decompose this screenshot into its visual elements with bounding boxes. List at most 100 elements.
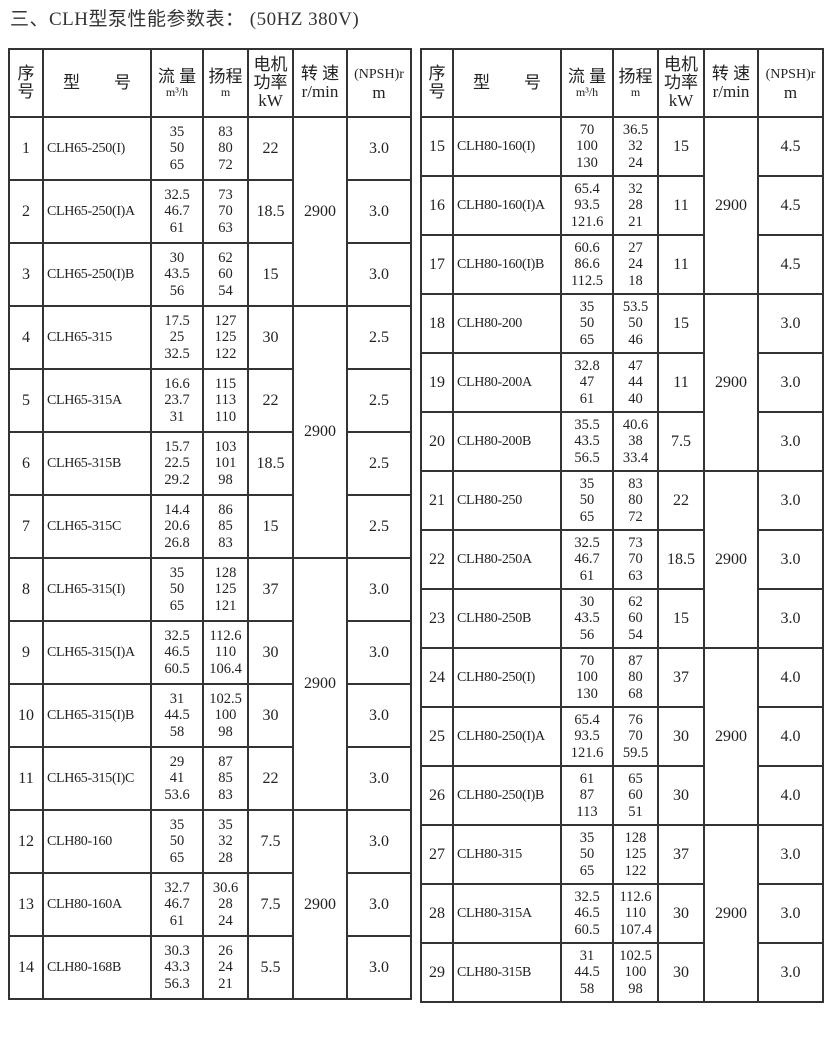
header-no: 序号 xyxy=(8,48,44,118)
cell-value: 22.5 xyxy=(164,455,190,472)
flow-values: 61 87 113 xyxy=(560,765,614,826)
flow-values: 60.6 86.6 112.5 xyxy=(560,234,614,295)
cell-value: 35 xyxy=(169,816,185,833)
cell-value: 29 xyxy=(169,753,185,770)
header-power: 电机 功率 kW xyxy=(657,48,705,118)
motor-power: 15 xyxy=(247,242,294,307)
flow-values: 35 50 65 xyxy=(560,470,614,531)
model-name: CLH80-315 xyxy=(452,824,562,885)
cell-value: 98 xyxy=(218,471,233,488)
npsh-value: 3.0 xyxy=(346,746,412,811)
header-speed-label: 转 速 xyxy=(711,64,751,83)
table-row: 16 CLH80-160(I)A 65.4 93.5 121.6 32 28 21 11 4.5 xyxy=(420,175,824,236)
cell-value: 43.5 xyxy=(164,266,190,283)
cell-value: 54 xyxy=(218,282,233,299)
cell-value: 序 xyxy=(17,64,35,83)
pump-table-left: 序号型 号流 量 m³/h 扬程 m 电机 功率 kW 转 速 r/min (NPSH)r m 1 CL… xyxy=(8,48,412,1000)
row-number: 19 xyxy=(420,352,454,413)
motor-power: 7.5 xyxy=(247,809,294,874)
npsh-value: 4.0 xyxy=(757,765,824,826)
header-head: 扬程 m xyxy=(202,48,249,118)
cell-value: 26.8 xyxy=(164,534,190,551)
cell-value: 98 xyxy=(628,980,643,997)
model-name: CLH65-250(I)A xyxy=(42,179,152,244)
row-number: 13 xyxy=(8,872,44,937)
row-number: 23 xyxy=(420,588,454,649)
cell-value: 62 xyxy=(628,593,643,610)
cell-value: 121.6 xyxy=(570,213,604,230)
cell-value: 115 xyxy=(214,375,237,392)
cell-value: 功率 xyxy=(664,73,698,92)
cell-value: 65 xyxy=(169,156,185,173)
header-head-label: 扬程 xyxy=(618,66,653,86)
cell-value: 60.5 xyxy=(574,921,600,938)
cell-value: 43.5 xyxy=(574,433,600,450)
model-name: CLH80-250B xyxy=(452,588,562,649)
cell-value: 28 xyxy=(218,896,233,913)
head-values: 87 80 68 xyxy=(612,647,659,708)
speed-value: 2900 xyxy=(703,116,759,295)
header-head: 扬程 m xyxy=(612,48,659,118)
npsh-value: 4.5 xyxy=(757,116,824,177)
cell-value: 43.3 xyxy=(164,959,190,976)
cell-value: 102.5 xyxy=(619,947,652,964)
cell-value: 20.6 xyxy=(164,518,190,535)
row-number: 20 xyxy=(420,411,454,472)
flow-values: 70 100 130 xyxy=(560,647,614,708)
cell-value: 29.2 xyxy=(164,471,190,488)
npsh-value: 3.0 xyxy=(757,352,824,413)
motor-power: 11 xyxy=(657,234,705,295)
cell-value: 61 xyxy=(579,567,595,584)
cell-value: 32.5 xyxy=(164,186,190,203)
model-name: CLH80-160(I) xyxy=(452,116,562,177)
motor-power: 30 xyxy=(657,706,705,767)
cell-value: 125 xyxy=(214,581,237,598)
cell-value: 16.6 xyxy=(164,375,190,392)
cell-value: 35.5 xyxy=(574,416,600,433)
cell-value: 100 xyxy=(576,669,598,686)
model-name: CLH65-315B xyxy=(42,431,152,496)
model-name: CLH80-200A xyxy=(452,352,562,413)
cell-value: 31 xyxy=(579,947,595,964)
head-values: 76 70 59.5 xyxy=(612,706,659,767)
model-name: CLH80-168B xyxy=(42,935,152,1000)
flow-values: 31 44.5 58 xyxy=(150,683,204,748)
npsh-value: 3.0 xyxy=(757,883,824,944)
motor-power: 37 xyxy=(657,824,705,885)
head-values: 102.5 100 98 xyxy=(612,942,659,1003)
cell-value: 83 xyxy=(218,786,233,803)
model-name: CLH80-250(I)A xyxy=(452,706,562,767)
npsh-value: 4.0 xyxy=(757,706,824,767)
model-name: CLH80-315A xyxy=(452,883,562,944)
model-name: CLH65-315(I)C xyxy=(42,746,152,811)
row-number: 16 xyxy=(420,175,454,236)
npsh-value: 3.0 xyxy=(757,293,824,354)
header-npsh: (NPSH)r m xyxy=(757,48,824,118)
cell-value: 35 xyxy=(218,816,233,833)
motor-power: 22 xyxy=(247,116,294,181)
head-values: 53.5 50 46 xyxy=(612,293,659,354)
cell-value: 43.5 xyxy=(574,610,600,627)
npsh-value: 4.5 xyxy=(757,175,824,236)
cell-value: 25 xyxy=(169,329,185,346)
cell-value: 35 xyxy=(579,298,595,315)
head-values: 128 125 122 xyxy=(612,824,659,885)
header-npsh: (NPSH)r m xyxy=(346,48,412,118)
cell-value: 21 xyxy=(628,213,643,230)
row-number: 8 xyxy=(8,557,44,622)
cell-value: 46.7 xyxy=(164,203,190,220)
cell-value: 32.5 xyxy=(574,888,600,905)
head-values: 87 85 83 xyxy=(202,746,249,811)
cell-value: 35 xyxy=(169,564,185,581)
speed-value: 2900 xyxy=(703,470,759,649)
cell-value: 83 xyxy=(218,123,233,140)
head-values: 86 85 83 xyxy=(202,494,249,559)
row-number: 15 xyxy=(420,116,454,177)
cell-value: 31 xyxy=(169,408,185,425)
cell-value: 110 xyxy=(214,408,237,425)
flow-values: 32.5 46.5 60.5 xyxy=(560,883,614,944)
head-values: 103 101 98 xyxy=(202,431,249,496)
cell-value: 61 xyxy=(579,390,595,407)
header-flow-label: 流 量 xyxy=(157,66,197,86)
cell-value: 59.5 xyxy=(622,744,649,761)
